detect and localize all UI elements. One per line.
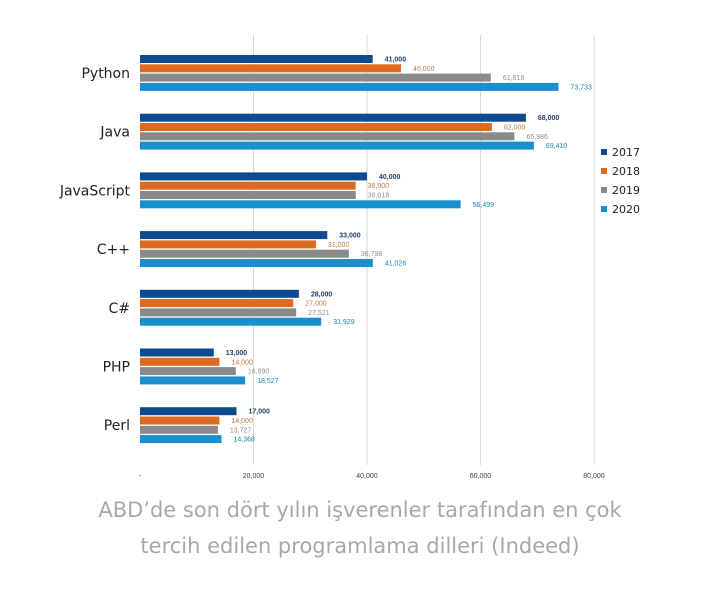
- category-label: Java: [99, 125, 130, 141]
- data-label: 73,733: [570, 84, 592, 91]
- chart-caption: ABD’de son dört yılın işverenler tarafın…: [0, 492, 720, 564]
- data-label: 17,000: [248, 409, 270, 416]
- bar-2018-perl: [140, 416, 220, 425]
- data-label: 14,368: [234, 437, 256, 444]
- legend-swatch-2017: [601, 149, 607, 155]
- x-tick-label: 20,000: [243, 473, 265, 480]
- bar-2018-java: [140, 123, 492, 131]
- legend-label: 2019: [612, 184, 640, 197]
- data-label: 14,000: [231, 359, 253, 366]
- data-label: 68,000: [538, 115, 560, 122]
- bar-2019-php: [140, 367, 236, 376]
- data-label: 41,000: [385, 57, 407, 64]
- x-tick-label: 80,000: [583, 473, 605, 480]
- bar-2020-cx: [140, 317, 322, 326]
- bar-2017-php: [140, 348, 214, 357]
- bar-2017-java: [140, 113, 526, 122]
- data-label: 13,000: [226, 350, 248, 357]
- x-tick-label: 40,000: [356, 473, 378, 480]
- data-label: 33,000: [339, 233, 361, 240]
- bar-2020-cxx: [140, 259, 373, 267]
- bar-2020-javascript: [140, 200, 461, 209]
- data-label: 14,000: [231, 418, 253, 425]
- bar-2018-javascript: [140, 181, 356, 190]
- category-label: PHP: [103, 360, 130, 376]
- category-label: C#: [108, 301, 130, 317]
- legend-label: 2017: [612, 146, 640, 159]
- bar-2020-python: [140, 82, 559, 91]
- data-label: 31,000: [328, 242, 350, 249]
- category-label: Python: [81, 66, 130, 82]
- caption-line-2: tercih edilen programlama dilleri (Indee…: [140, 534, 580, 558]
- bar-2018-cx: [140, 299, 294, 308]
- data-label: 69,410: [546, 143, 568, 150]
- data-label: 46,000: [413, 66, 435, 73]
- legend-label: 2020: [612, 203, 640, 216]
- data-label: 38,018: [368, 193, 390, 200]
- bar-2020-java: [140, 141, 534, 150]
- bar-2017-cx: [140, 289, 299, 298]
- data-label: 62,000: [504, 125, 526, 132]
- bar-2019-python: [140, 73, 491, 82]
- bar-2017-cxx: [140, 231, 328, 240]
- bar-2019-perl: [140, 425, 218, 434]
- bar-2018-python: [140, 64, 402, 73]
- category-label: JavaScript: [59, 183, 131, 199]
- data-label: 28,000: [311, 291, 333, 298]
- data-label: 65,986: [526, 134, 548, 141]
- bar-2017-perl: [140, 407, 237, 416]
- data-label: 16,890: [248, 369, 270, 376]
- bar-chart: - 20,000 40,000 60,000 80,000 Python 41,000 46,…: [59, 35, 640, 480]
- legend-swatch-2019: [601, 187, 607, 193]
- legend-swatch-2018: [601, 168, 607, 174]
- data-label: 40,000: [379, 174, 401, 181]
- bar-2019-javascript: [140, 191, 356, 199]
- data-label: 61,818: [503, 75, 525, 82]
- bar-2019-cxx: [140, 249, 349, 258]
- data-label: 36,798: [361, 251, 383, 258]
- bar-2017-python: [140, 55, 373, 63]
- x-tick-label: -: [139, 473, 142, 480]
- bar-2018-php: [140, 357, 220, 366]
- bar-2019-cx: [140, 308, 297, 317]
- data-label: 27,521: [308, 310, 330, 317]
- legend-swatch-2020: [601, 206, 607, 212]
- data-label: 56,499: [473, 202, 495, 209]
- data-label: 31,929: [333, 319, 355, 326]
- bar-2019-java: [140, 132, 515, 141]
- data-label: 18,527: [257, 378, 279, 385]
- legend-label: 2018: [612, 165, 640, 178]
- bar-2017-javascript: [140, 172, 367, 181]
- x-tick-label: 60,000: [470, 473, 492, 480]
- bar-2020-perl: [140, 435, 222, 444]
- data-label: 13,727: [230, 427, 252, 434]
- data-label: 38,000: [368, 183, 390, 190]
- category-label: Perl: [104, 418, 130, 434]
- bar-2018-cxx: [140, 240, 316, 249]
- category-label: C++: [97, 242, 130, 258]
- caption-line-1: ABD’de son dört yılın işverenler tarafın…: [98, 498, 622, 522]
- data-label: 27,000: [305, 301, 327, 308]
- bar-2020-php: [140, 376, 246, 385]
- data-label: 41,026: [385, 261, 407, 268]
